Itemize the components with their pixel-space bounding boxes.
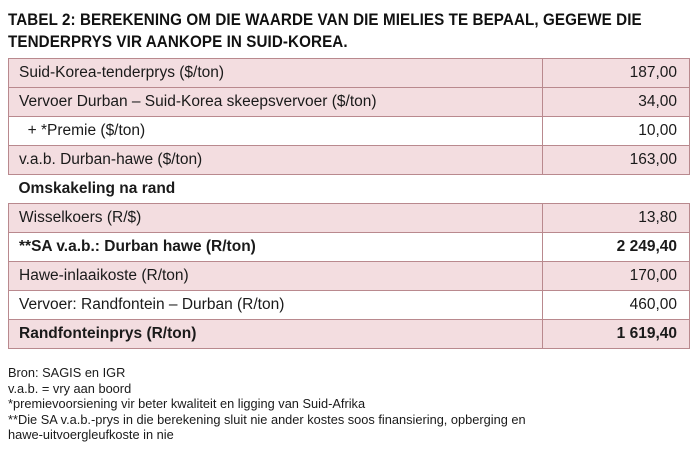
table-row: Vervoer: Randfontein – Durban (R/ton) 46… [8, 290, 690, 320]
table-row: Vervoer Durban – Suid-Korea skeepsvervoe… [8, 87, 690, 117]
row-value: 34,00 [542, 87, 690, 117]
section-heading: Omskakeling na rand [8, 174, 690, 204]
row-label: v.a.b. Durban-hawe ($/ton) [8, 145, 543, 175]
table-title: TABEL 2: BEREKENING OM DIE WAARDE VAN DI… [8, 9, 642, 53]
row-value: 2 249,40 [542, 232, 690, 262]
footnote-2-line-2: hawe-uitvoergleufkoste in nie [8, 427, 174, 443]
row-label: Vervoer: Randfontein – Durban (R/ton) [8, 290, 543, 320]
row-label: Vervoer Durban – Suid-Korea skeepsvervoe… [8, 87, 543, 117]
table-row: + *Premie ($/ton) 10,00 [8, 116, 690, 146]
row-value: 460,00 [542, 290, 690, 320]
row-value: 163,00 [542, 145, 690, 175]
row-value: 187,00 [542, 58, 690, 88]
table-row: Hawe-inlaaikoste (R/ton) 170,00 [8, 261, 690, 291]
row-label: **SA v.a.b.: Durban hawe (R/ton) [8, 232, 543, 262]
row-value: 10,00 [542, 116, 690, 146]
row-label: Hawe-inlaaikoste (R/ton) [8, 261, 543, 291]
table-title-line-2: TENDERPRYS VIR AANKOPE IN SUID-KOREA. [8, 33, 348, 51]
row-value: 1 619,40 [542, 319, 690, 349]
row-label: + *Premie ($/ton) [8, 116, 543, 146]
table-row-total: Randfonteinprys (R/ton) 1 619,40 [8, 319, 690, 349]
row-label: Suid-Korea-tenderprys ($/ton) [8, 58, 543, 88]
table-row: v.a.b. Durban-hawe ($/ton) 163,00 [8, 145, 690, 175]
table-title-line-1: TABEL 2: BEREKENING OM DIE WAARDE VAN DI… [8, 11, 642, 29]
source-note: Bron: SAGIS en IGR [8, 365, 126, 380]
table-row: Wisselkoers (R/$) 13,80 [8, 203, 690, 233]
row-label: Wisselkoers (R/$) [8, 203, 543, 233]
table-row: Suid-Korea-tenderprys ($/ton) 187,00 [8, 58, 690, 88]
abbreviation-note: v.a.b. = vry aan boord [8, 380, 132, 396]
footnote-1: *premievoorsiening vir beter kwaliteit e… [8, 396, 366, 412]
row-label: Randfonteinprys (R/ton) [8, 319, 543, 349]
table-row: **SA v.a.b.: Durban hawe (R/ton) 2 249,4… [8, 232, 690, 262]
footnote-2-line-1: **Die SA v.a.b.-prys in die berekening s… [8, 411, 526, 427]
row-value: 13,80 [542, 203, 690, 233]
section-heading-row: Omskakeling na rand [8, 174, 690, 204]
table-notes: Bron: SAGIS en IGR v.a.b. = vry aan boor… [8, 365, 526, 443]
row-value: 170,00 [542, 261, 690, 291]
calculation-table: Suid-Korea-tenderprys ($/ton) 187,00 Ver… [8, 58, 690, 349]
